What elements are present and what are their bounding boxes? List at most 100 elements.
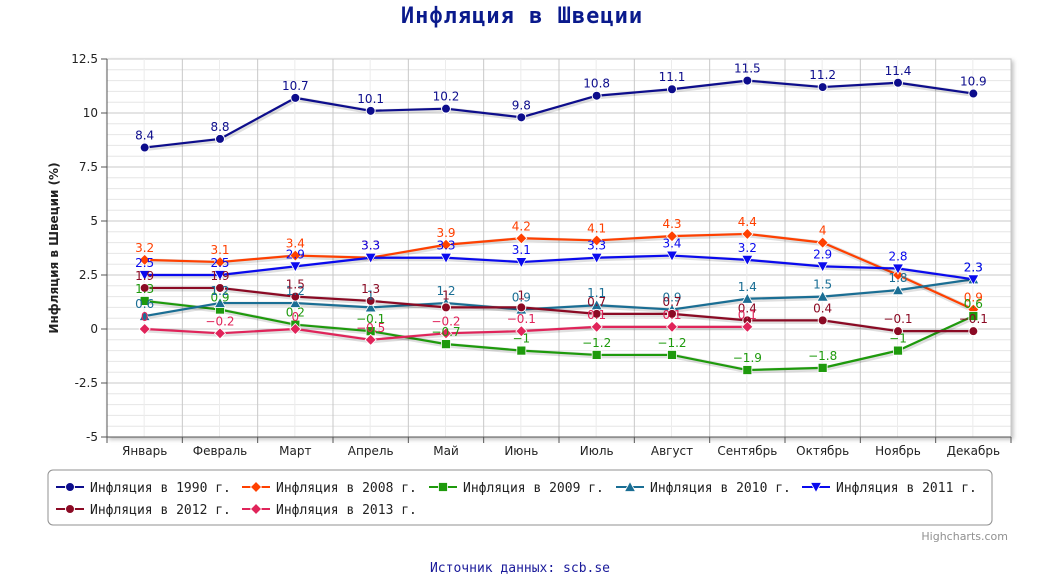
point-marker[interactable] <box>289 261 302 273</box>
y-axis: 12.5 10 7.5 5 2.5 0 -2.5 -5 <box>71 52 108 444</box>
point-marker[interactable] <box>289 249 302 262</box>
point-marker[interactable] <box>817 362 828 373</box>
data-label: 1.2 <box>286 284 305 298</box>
point-marker[interactable] <box>289 322 302 336</box>
point-marker[interactable] <box>741 320 754 333</box>
legend-item[interactable]: Инфляция в 2013 г. <box>242 502 417 518</box>
point-marker[interactable] <box>439 327 453 340</box>
point-marker[interactable] <box>591 308 602 319</box>
point-marker[interactable] <box>213 327 227 340</box>
data-label: 2.3 <box>964 260 983 274</box>
point-marker[interactable] <box>139 142 150 153</box>
point-marker[interactable] <box>249 480 263 494</box>
legend-item[interactable]: Инфляция в 2012 г. <box>56 503 231 518</box>
point-marker[interactable] <box>816 261 829 273</box>
y-tick-label: 2.5 <box>79 268 98 282</box>
point-marker[interactable] <box>893 326 903 337</box>
legend-item[interactable]: Инфляция в 1990 г. <box>56 481 231 496</box>
legend-label: Инфляция в 2011 г. <box>836 481 977 496</box>
point-marker[interactable] <box>742 75 753 86</box>
point-marker[interactable] <box>215 282 225 293</box>
point-marker[interactable] <box>364 333 377 346</box>
data-label: 11.5 <box>734 62 761 76</box>
point-marker[interactable] <box>441 103 451 114</box>
x-tick-label: Август <box>651 444 693 458</box>
point-marker[interactable] <box>65 482 75 492</box>
point-marker[interactable] <box>590 234 603 247</box>
point-marker[interactable] <box>623 480 637 492</box>
point-marker[interactable] <box>891 283 905 296</box>
point-marker[interactable] <box>817 315 828 326</box>
point-marker[interactable] <box>441 302 451 313</box>
legend-item[interactable]: Инфляция в 2010 г. <box>616 480 791 496</box>
point-marker[interactable] <box>516 345 527 356</box>
point-marker[interactable] <box>290 92 301 103</box>
point-marker[interactable] <box>65 504 75 514</box>
point-marker[interactable] <box>816 236 829 249</box>
point-marker[interactable] <box>968 88 979 99</box>
point-marker[interactable] <box>138 270 151 282</box>
point-marker[interactable] <box>891 268 905 282</box>
legend-item[interactable]: Инфляция в 2008 г. <box>242 480 417 496</box>
point-marker[interactable] <box>213 270 227 282</box>
point-marker[interactable] <box>365 105 376 116</box>
point-marker[interactable] <box>438 482 448 492</box>
point-marker[interactable] <box>139 282 150 293</box>
point-marker[interactable] <box>665 250 679 262</box>
point-marker[interactable] <box>590 252 603 265</box>
point-marker[interactable] <box>667 350 677 360</box>
point-marker[interactable] <box>516 302 527 313</box>
point-marker[interactable] <box>667 308 677 319</box>
point-marker[interactable] <box>365 295 376 306</box>
point-marker[interactable] <box>138 309 151 321</box>
point-marker[interactable] <box>364 301 377 313</box>
point-marker[interactable] <box>742 365 753 375</box>
point-marker[interactable] <box>364 252 377 265</box>
point-marker[interactable] <box>138 322 151 336</box>
point-marker[interactable] <box>741 292 754 304</box>
point-marker[interactable] <box>741 227 754 241</box>
point-marker[interactable] <box>741 254 754 267</box>
data-label: 0.1 <box>738 308 757 322</box>
point-marker[interactable] <box>816 290 829 302</box>
point-marker[interactable] <box>665 230 679 243</box>
point-marker[interactable] <box>439 252 453 265</box>
point-marker[interactable] <box>893 77 903 88</box>
point-marker[interactable] <box>516 112 527 123</box>
point-marker[interactable] <box>213 255 227 269</box>
data-label: 3.1 <box>210 243 229 257</box>
point-marker[interactable] <box>967 274 980 286</box>
y-tick-label: 7.5 <box>79 160 98 174</box>
point-marker[interactable] <box>591 90 602 101</box>
point-marker[interactable] <box>968 311 979 321</box>
data-label: 11.1 <box>659 70 686 84</box>
point-marker[interactable] <box>138 253 151 266</box>
point-marker[interactable] <box>809 482 823 494</box>
y-tick-label: -2.5 <box>75 376 98 390</box>
point-marker[interactable] <box>590 320 603 333</box>
point-marker[interactable] <box>515 232 528 245</box>
point-marker[interactable] <box>139 296 150 306</box>
point-marker[interactable] <box>215 133 225 144</box>
legend-item[interactable]: Инфляция в 2009 г. <box>429 481 604 496</box>
data-label: −0.1 <box>883 312 912 326</box>
data-label: 1.2 <box>436 284 455 298</box>
point-marker[interactable] <box>817 82 828 93</box>
point-marker[interactable] <box>591 350 602 360</box>
point-marker[interactable] <box>213 296 227 308</box>
credits-link[interactable]: Highcharts.com <box>921 530 1008 543</box>
point-marker[interactable] <box>515 257 528 269</box>
legend-item[interactable]: Инфляция в 2011 г. <box>802 481 977 496</box>
point-marker[interactable] <box>667 84 677 95</box>
point-marker[interactable] <box>968 326 979 337</box>
point-marker[interactable] <box>289 296 302 308</box>
point-marker[interactable] <box>439 238 453 251</box>
point-marker[interactable] <box>290 291 301 302</box>
point-marker[interactable] <box>891 263 905 275</box>
point-marker[interactable] <box>249 502 263 516</box>
point-marker[interactable] <box>515 325 528 338</box>
point-marker[interactable] <box>441 339 451 350</box>
point-marker[interactable] <box>665 320 679 333</box>
point-marker[interactable] <box>893 345 903 356</box>
data-source: Источник данных: scb.se <box>430 561 610 576</box>
